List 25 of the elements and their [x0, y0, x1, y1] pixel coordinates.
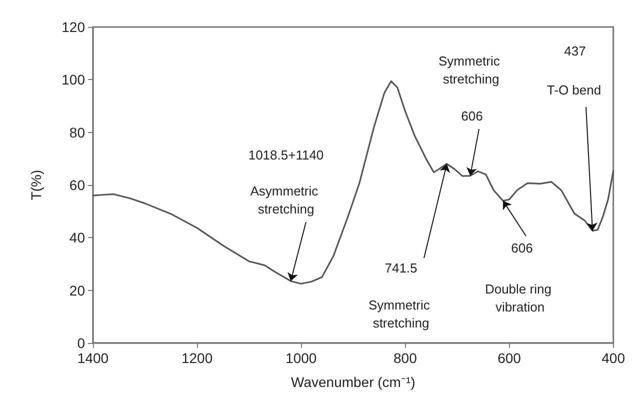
annotation: Double ring vibration	[484, 282, 556, 314]
x-tick-label: 1000	[286, 350, 317, 366]
y-tick-label: 120	[62, 19, 86, 35]
y-tick-label: 40	[69, 230, 86, 246]
annotation: Asymmetric stretching	[250, 184, 322, 216]
x-axis-title: Wavenumber (cm⁻¹)	[291, 374, 416, 390]
annotation: Symmetric stretching	[438, 54, 504, 86]
annotation: 437	[564, 44, 586, 58]
y-axis-title: T(%)	[28, 170, 44, 200]
x-tick-label: 600	[498, 350, 522, 366]
annotation: T-O bend	[546, 82, 602, 98]
x-tick-label: 1200	[181, 350, 213, 366]
y-tick-label: 0	[77, 335, 86, 351]
annotation: 1018.5+1140	[248, 148, 324, 162]
x-tick-label: 1400	[77, 350, 109, 366]
y-tick-label: 100	[62, 72, 86, 88]
x-tick-label: 800	[394, 350, 418, 366]
y-tick-label: 20	[69, 282, 86, 298]
annotation: 741.5	[384, 260, 418, 276]
annotation: 606	[511, 240, 533, 256]
x-tick-label: 400	[602, 350, 626, 366]
annotation: 606	[461, 108, 483, 124]
y-tick-label: 60	[69, 177, 86, 193]
annotation: Symmetric stretching	[368, 298, 434, 330]
y-tick-label: 80	[69, 124, 86, 140]
